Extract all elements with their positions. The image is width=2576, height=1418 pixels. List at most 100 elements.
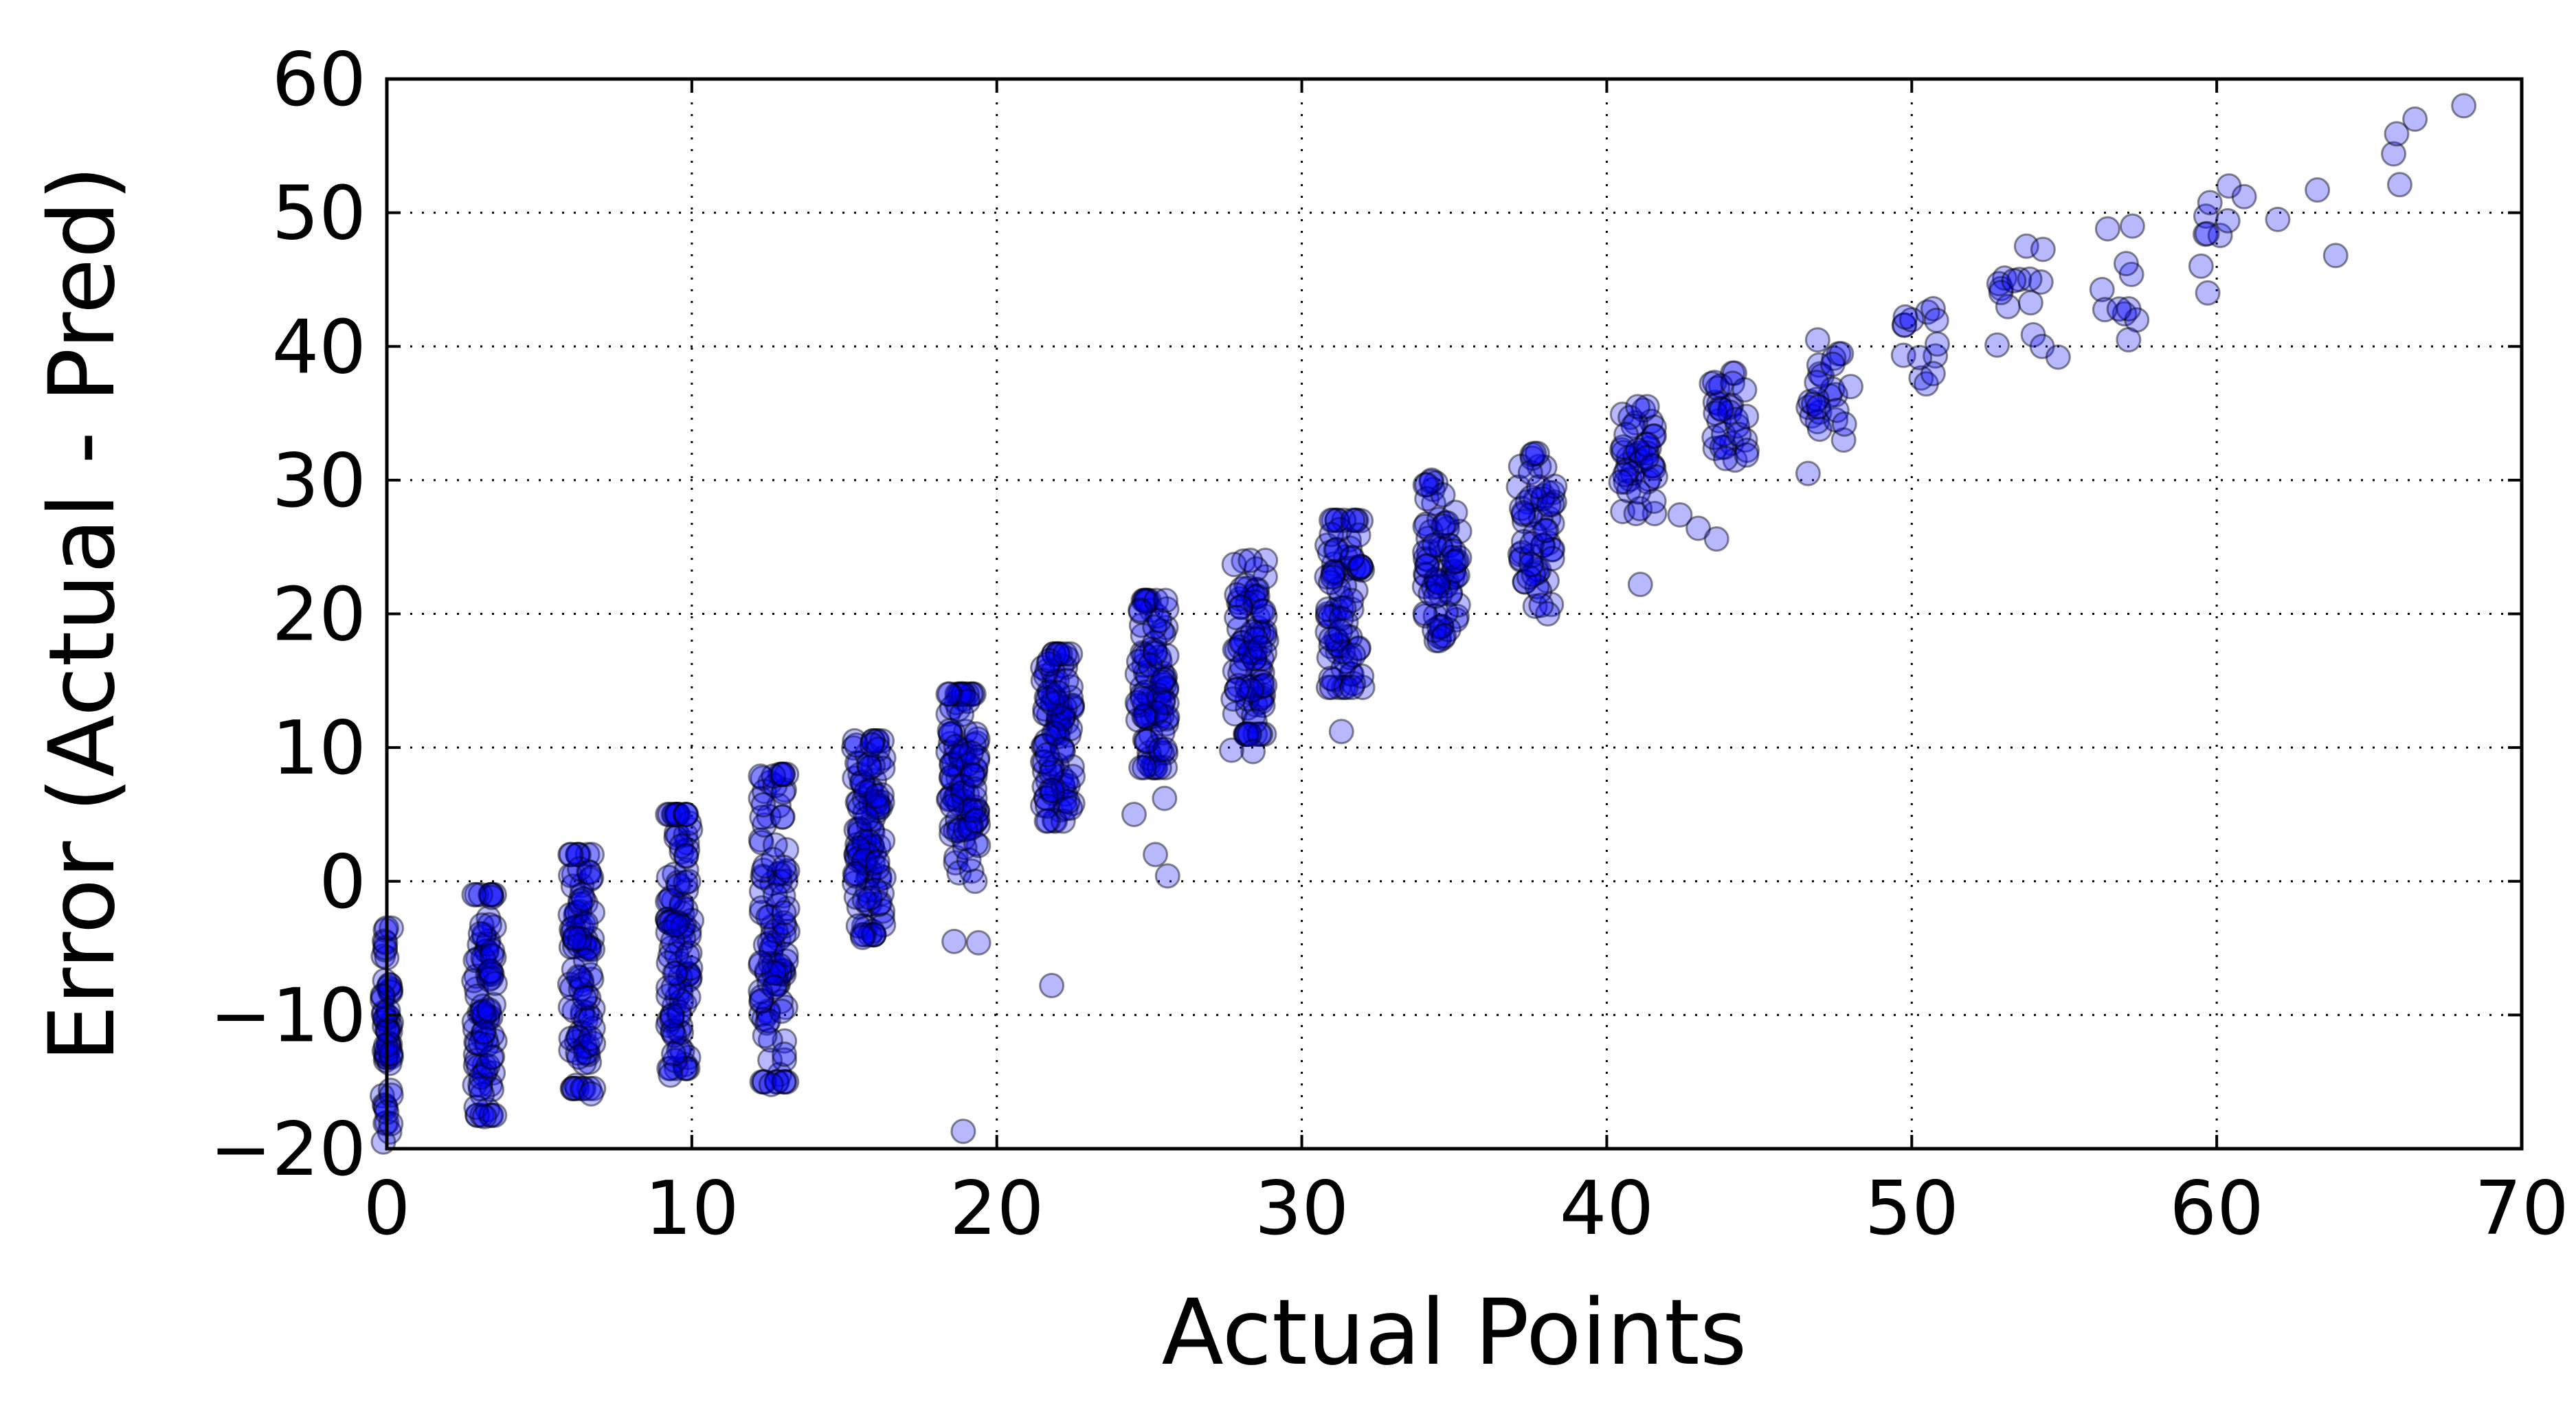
data-point (1220, 686, 1246, 712)
data-point (864, 795, 891, 821)
data-point (1038, 777, 1064, 803)
data-point (1320, 561, 1346, 587)
data-point (1436, 532, 1462, 559)
data-point (576, 1075, 603, 1101)
data-point (1445, 592, 1471, 618)
data-point (666, 1037, 692, 1064)
data-point (2386, 172, 2412, 198)
data-point (1132, 587, 1158, 614)
data-point (1247, 674, 1273, 700)
data-point (1610, 434, 1636, 460)
y-tick-label: 0 (319, 840, 366, 925)
data-point (569, 971, 595, 998)
data-point (560, 1075, 586, 1101)
data-point (1345, 522, 1371, 548)
data-point (1153, 740, 1179, 766)
data-point (580, 995, 606, 1022)
data-point (660, 888, 686, 914)
data-point (1907, 345, 1933, 371)
data-point (1130, 640, 1156, 666)
data-point (468, 1064, 494, 1090)
data-point (1799, 403, 1825, 429)
data-point (1423, 627, 1449, 653)
data-point (1030, 655, 1056, 681)
data-point (1243, 577, 1269, 603)
data-point (1627, 495, 1653, 521)
data-point (378, 979, 404, 1005)
data-point (467, 921, 493, 947)
data-point (768, 989, 794, 1015)
data-point (843, 841, 869, 867)
data-point (1343, 507, 1369, 533)
data-point (482, 1102, 508, 1128)
data-point (1535, 480, 1561, 506)
data-point (1343, 578, 1369, 604)
data-point (1038, 751, 1064, 777)
data-point (557, 971, 583, 998)
data-point (758, 936, 784, 962)
data-point (1150, 687, 1176, 713)
data-point (1132, 692, 1158, 718)
data-point (1154, 642, 1180, 668)
data-point (676, 923, 702, 949)
data-point (843, 842, 869, 868)
data-point (659, 1006, 685, 1032)
data-point (1132, 727, 1158, 753)
data-point (1317, 570, 1343, 596)
data-point (1040, 780, 1066, 807)
data-point (1634, 394, 1660, 420)
data-point (558, 1026, 584, 1052)
data-point (1330, 639, 1356, 665)
data-point (1234, 721, 1260, 747)
data-point (763, 1069, 789, 1095)
data-point (1242, 708, 1268, 734)
data-point (859, 732, 885, 758)
data-point (1249, 673, 1275, 699)
data-point (1723, 407, 1749, 433)
data-point (478, 881, 504, 908)
data-point (770, 804, 796, 830)
data-point (1149, 660, 1175, 686)
data-point (773, 948, 799, 974)
data-point (749, 804, 775, 831)
data-point (1541, 489, 1567, 515)
data-point (1631, 397, 1657, 423)
data-point (463, 1029, 489, 1055)
data-point (1517, 502, 1543, 528)
data-point (656, 864, 682, 890)
data-point (863, 877, 889, 903)
data-point (570, 911, 596, 937)
data-point (758, 1072, 784, 1098)
data-point (2197, 190, 2223, 216)
data-point (1044, 668, 1070, 694)
data-point (462, 1016, 488, 1042)
data-point (1059, 754, 1085, 780)
data-point (952, 834, 978, 860)
data-point (1146, 754, 1172, 780)
data-point (1128, 612, 1154, 638)
data-point (675, 868, 702, 894)
data-point (1035, 686, 1061, 712)
data-point (965, 805, 991, 831)
data-point (1314, 603, 1341, 629)
data-point (1240, 583, 1266, 609)
data-point (2106, 296, 2132, 322)
data-point (467, 1072, 493, 1098)
data-point (677, 964, 703, 990)
data-point (851, 829, 877, 855)
data-point (1348, 554, 1374, 580)
data-point (664, 984, 691, 1010)
data-point (846, 751, 872, 777)
data-point (1240, 674, 1266, 700)
data-point (757, 1027, 783, 1053)
data-point (1426, 506, 1452, 532)
data-point (1986, 271, 2012, 297)
data-point (1508, 547, 1534, 573)
data-point (1806, 416, 1833, 442)
data-point (1035, 808, 1062, 834)
data-point (470, 945, 496, 971)
data-point (1234, 686, 1260, 712)
data-point (1248, 689, 1275, 715)
data-point (847, 816, 873, 842)
data-point (573, 1007, 599, 1033)
